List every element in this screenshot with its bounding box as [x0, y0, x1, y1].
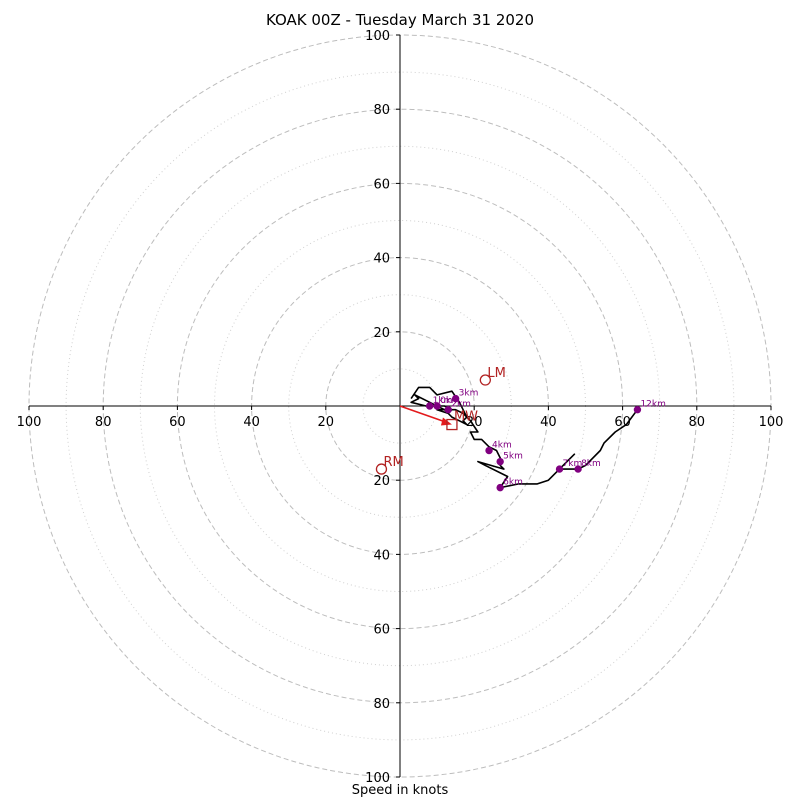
height-marker-label: 7km: [563, 459, 583, 469]
x-tick-label: 40: [243, 415, 260, 430]
height-marker-point: [433, 402, 441, 410]
height-marker-label: 12km: [640, 400, 665, 410]
height-marker-label: 8km: [581, 459, 601, 469]
y-tick-label: 100: [365, 29, 390, 44]
height-marker-point: [451, 394, 460, 403]
x-axis-label: Speed in knots: [351, 783, 449, 798]
height-marker-label: 3km: [459, 389, 479, 399]
x-tick-label: 20: [318, 415, 335, 430]
height-marker-label: 2km: [451, 400, 471, 410]
y-tick-label: 40: [373, 252, 390, 267]
mean-wind-marker: [446, 418, 458, 431]
data-layer: [375, 374, 642, 492]
hodograph-trace: [410, 386, 639, 489]
x-tick-label: 100: [759, 415, 784, 430]
x-tick-label: 40: [540, 415, 557, 430]
storm-motion-vector: [399, 405, 448, 424]
height-marker-point: [496, 457, 504, 466]
mean-wind-label: MW: [454, 410, 478, 425]
x-tick-label: 20: [466, 415, 483, 430]
y-tick-label: 100: [365, 771, 390, 786]
axes-layer: 100 80 60 40 20 20 40 60 80 100 100 80 60 40 20 20 40 60 8…: [17, 29, 784, 786]
height-marker-point: [425, 402, 434, 410]
y-tick-label: 60: [373, 177, 390, 192]
height-marker-label: 1km: [433, 396, 453, 406]
height-marker-point: [444, 406, 452, 414]
height-marker-label: 0km: [440, 396, 460, 406]
y-tick-label: 80: [373, 103, 390, 118]
y-tick-label: 20: [373, 326, 390, 341]
storm-motion-label: RM: [383, 455, 403, 470]
height-marker-point: [496, 483, 504, 492]
y-tick-label: 80: [373, 697, 390, 712]
height-marker-point: [555, 465, 564, 473]
y-tick-label: 60: [373, 623, 390, 638]
storm-motion-label: LM: [487, 366, 505, 381]
storm-motion-marker: [375, 463, 388, 475]
x-tick-label: 60: [614, 415, 631, 430]
x-tick-label: 100: [17, 415, 42, 430]
height-marker-label: 6km: [503, 478, 523, 488]
x-tick-label: 60: [169, 415, 186, 430]
x-tick-label: 80: [95, 415, 112, 430]
storm-motion-marker: [479, 374, 491, 386]
y-tick-label: 20: [373, 474, 390, 489]
height-marker-point: [574, 465, 582, 473]
height-marker-point: [633, 406, 642, 414]
chart-title: KOAK 00Z - Tuesday March 31 2020: [265, 11, 535, 29]
height-marker-label: 4km: [492, 441, 512, 451]
y-tick-label: 40: [373, 548, 390, 563]
x-tick-label: 80: [689, 415, 706, 430]
height-marker-point: [485, 446, 493, 455]
height-marker-label: 5km: [503, 452, 523, 462]
